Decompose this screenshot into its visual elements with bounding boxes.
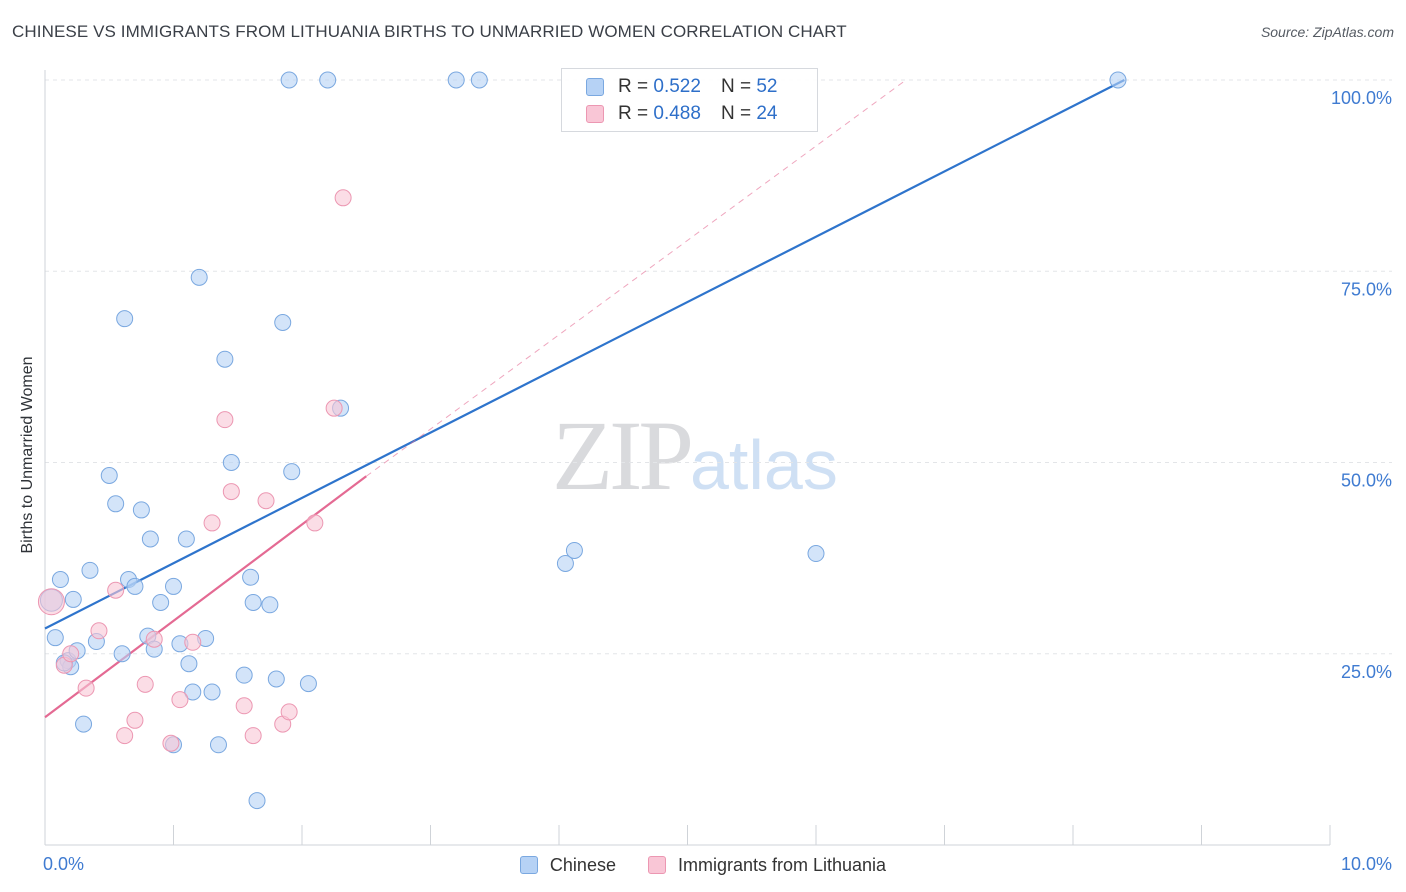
chinese-point bbox=[216, 350, 234, 368]
lithuania-swatch-icon bbox=[647, 856, 666, 874]
chinese-point bbox=[319, 71, 337, 89]
chinese-trend-line bbox=[44, 79, 1125, 630]
chinese-point bbox=[107, 495, 125, 513]
tick-label-layer: 25.0% 50.0% 75.0% 100.0% 0.0% 10.0% bbox=[43, 88, 1392, 874]
legend-label-chinese: Chinese bbox=[549, 854, 616, 875]
x-tick-label: 10.0% bbox=[1341, 854, 1392, 874]
chinese-point bbox=[447, 71, 465, 89]
r-label: R = bbox=[618, 103, 649, 124]
lithuania-point bbox=[136, 675, 154, 693]
chinese-point bbox=[244, 593, 262, 611]
lithuania-point bbox=[116, 727, 134, 745]
chinese-point bbox=[222, 454, 240, 471]
lithuania-swatch-icon bbox=[586, 105, 604, 123]
chinese-point bbox=[165, 577, 182, 595]
n-label: N = bbox=[720, 103, 752, 124]
chinese-point bbox=[807, 545, 825, 563]
chinese-point bbox=[81, 561, 99, 579]
chinese-point bbox=[113, 645, 131, 663]
lithuania-point bbox=[244, 727, 262, 745]
chinese-point bbox=[126, 577, 144, 595]
n-value: 24 bbox=[756, 103, 778, 124]
y-tick-label: 25.0% bbox=[1341, 662, 1392, 682]
lithuania-point bbox=[37, 588, 65, 616]
lithuania-point bbox=[334, 189, 352, 207]
chinese-point bbox=[177, 530, 195, 548]
lithuania-point bbox=[126, 711, 144, 729]
y-tick-label: 100.0% bbox=[1331, 88, 1392, 108]
r-value: 0.522 bbox=[653, 76, 701, 97]
trend-line-layer bbox=[44, 79, 1125, 719]
chinese-point bbox=[116, 310, 134, 328]
chinese-point bbox=[280, 71, 298, 89]
legend-item-chinese[interactable]: Chinese bbox=[519, 854, 616, 876]
n-value: 52 bbox=[756, 76, 778, 97]
legend-label-lithuania: Immigrants from Lithuania bbox=[677, 854, 887, 875]
lithuania-point bbox=[216, 411, 234, 429]
lithuania-point bbox=[222, 483, 240, 501]
y-tick-label: 50.0% bbox=[1341, 471, 1392, 491]
grid-layer bbox=[45, 79, 1392, 655]
chinese-point bbox=[64, 590, 82, 608]
lithuania-point bbox=[171, 691, 189, 709]
y-axis-title: Births to Unmarried Women bbox=[19, 356, 36, 554]
chart-title: CHINESE VS IMMIGRANTS FROM LITHUANIA BIR… bbox=[12, 22, 847, 41]
lithuania-point bbox=[107, 581, 125, 599]
lithuania-point bbox=[162, 734, 180, 752]
chinese-point bbox=[75, 715, 93, 733]
lithuania-point bbox=[62, 645, 80, 663]
chinese-point bbox=[242, 568, 260, 586]
chinese-point bbox=[248, 792, 266, 810]
series-legend: Chinese Immigrants from Lithuania bbox=[0, 852, 1406, 878]
axis-layer bbox=[44, 70, 1331, 846]
correlation-legend: R = 0.522 N = 52 R = 0.488 N = 24 bbox=[561, 68, 818, 132]
r-value: 0.488 bbox=[653, 103, 701, 124]
chinese-point bbox=[1109, 71, 1127, 89]
chinese-point bbox=[203, 683, 221, 701]
chinese-point bbox=[261, 596, 279, 614]
lithuania-point bbox=[306, 514, 324, 532]
point-layer bbox=[37, 71, 1127, 810]
chinese-swatch-icon bbox=[586, 78, 604, 96]
chinese-point bbox=[180, 655, 198, 673]
legend-row-chinese: R = 0.522 N = 52 bbox=[586, 75, 777, 99]
chinese-point bbox=[141, 530, 159, 548]
lithuania-trend-line bbox=[365, 79, 907, 477]
chinese-point bbox=[132, 501, 150, 519]
n-label: N = bbox=[720, 76, 752, 97]
lithuania-point bbox=[77, 679, 95, 697]
lithuania-point bbox=[145, 630, 163, 648]
chinese-point bbox=[46, 629, 64, 647]
lithuania-point bbox=[280, 703, 298, 721]
chinese-point bbox=[565, 541, 583, 559]
chinese-point bbox=[470, 71, 488, 89]
chinese-point bbox=[190, 268, 208, 286]
r-label: R = bbox=[618, 76, 649, 97]
lithuania-point bbox=[325, 399, 343, 417]
lithuania-point bbox=[90, 622, 108, 640]
chinese-swatch-icon bbox=[519, 856, 538, 874]
lithuania-point bbox=[257, 492, 275, 510]
source-credit: Source: ZipAtlas.com bbox=[1260, 24, 1394, 40]
chinese-point bbox=[299, 675, 317, 693]
chinese-point bbox=[267, 670, 285, 688]
y-tick-label: 75.0% bbox=[1341, 279, 1392, 299]
lithuania-point bbox=[184, 633, 202, 651]
legend-row-lithuania: R = 0.488 N = 24 bbox=[586, 102, 777, 126]
chinese-point bbox=[184, 683, 202, 701]
chinese-point bbox=[283, 463, 301, 481]
chinese-point bbox=[235, 666, 253, 684]
lithuania-point bbox=[203, 514, 221, 532]
lithuania-trend-line bbox=[44, 475, 367, 719]
chinese-point bbox=[556, 554, 574, 572]
legend-item-lithuania[interactable]: Immigrants from Lithuania bbox=[647, 854, 887, 876]
chinese-point bbox=[100, 467, 118, 485]
chinese-point bbox=[274, 314, 292, 332]
chinese-point bbox=[209, 736, 227, 754]
lithuania-point bbox=[235, 697, 253, 715]
x-tick-label: 0.0% bbox=[43, 854, 84, 874]
chinese-point bbox=[152, 593, 170, 611]
chinese-point bbox=[51, 571, 69, 589]
